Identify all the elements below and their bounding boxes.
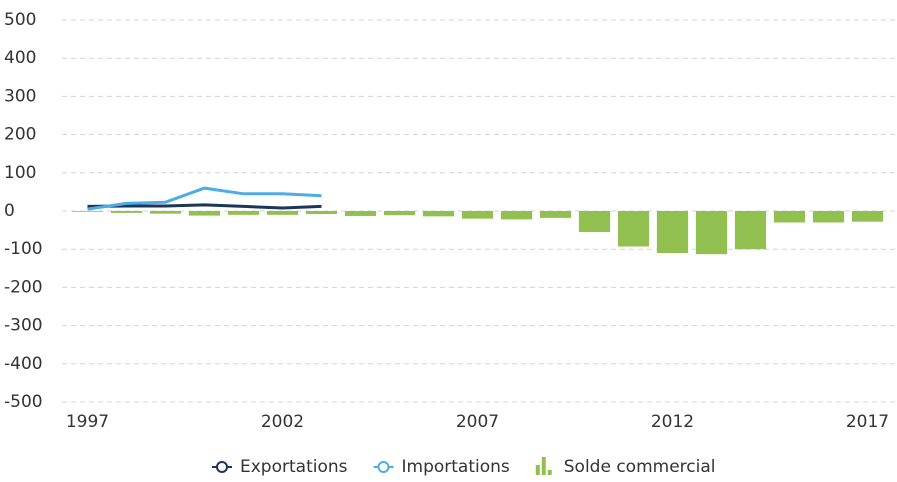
y-tick-label: -400: [4, 354, 43, 374]
bar: [227, 211, 260, 215]
legend-item: Importations: [373, 457, 510, 477]
legend-marker: [216, 461, 228, 473]
y-tick-label: 400: [4, 48, 36, 68]
y-tick-label: 500: [4, 10, 36, 30]
y-tick-label: -100: [4, 239, 43, 259]
bar: [383, 211, 416, 216]
y-tick-label: 300: [4, 86, 36, 106]
bar: [188, 211, 221, 216]
x-tick-label: 1997: [66, 412, 109, 432]
x-tick-label: 2017: [846, 412, 889, 432]
legend-label: Exportations: [240, 457, 348, 477]
legend-item: Exportations: [212, 457, 348, 477]
bar: [851, 211, 884, 222]
bar: [812, 211, 845, 223]
bar: [344, 211, 377, 216]
legend-marker: [535, 465, 540, 475]
x-tick-label: 2007: [456, 412, 499, 432]
line: [87, 203, 322, 210]
legend-label: Solde commercial: [564, 457, 716, 477]
legend-label: Importations: [402, 457, 510, 477]
y-tick-label: -500: [4, 392, 43, 412]
bar: [656, 211, 689, 254]
bar: [734, 211, 767, 250]
bar: [500, 211, 533, 220]
line: [87, 186, 322, 211]
x-tick-label: 2002: [261, 412, 304, 432]
bar: [110, 211, 143, 213]
bar: [71, 211, 104, 212]
y-tick-label: -300: [4, 316, 43, 336]
legend-marker: [541, 457, 546, 475]
bar: [695, 211, 728, 255]
y-tick-label: 0: [4, 201, 15, 221]
bar: [578, 211, 611, 233]
legend-marker: [547, 470, 552, 475]
bar: [617, 211, 650, 247]
y-tick-label: 100: [4, 163, 36, 183]
bar: [422, 211, 455, 217]
legend-item: Solde commercial: [535, 457, 716, 477]
y-tick-label: -200: [4, 277, 43, 297]
y-tick-label: 200: [4, 125, 36, 145]
bar: [149, 211, 182, 214]
bar: [305, 211, 338, 215]
bar: [461, 211, 494, 219]
bar: [266, 211, 299, 215]
x-tick-label: 2012: [651, 412, 694, 432]
bar: [539, 211, 572, 218]
legend-marker: [377, 461, 390, 473]
bar: [773, 211, 806, 223]
